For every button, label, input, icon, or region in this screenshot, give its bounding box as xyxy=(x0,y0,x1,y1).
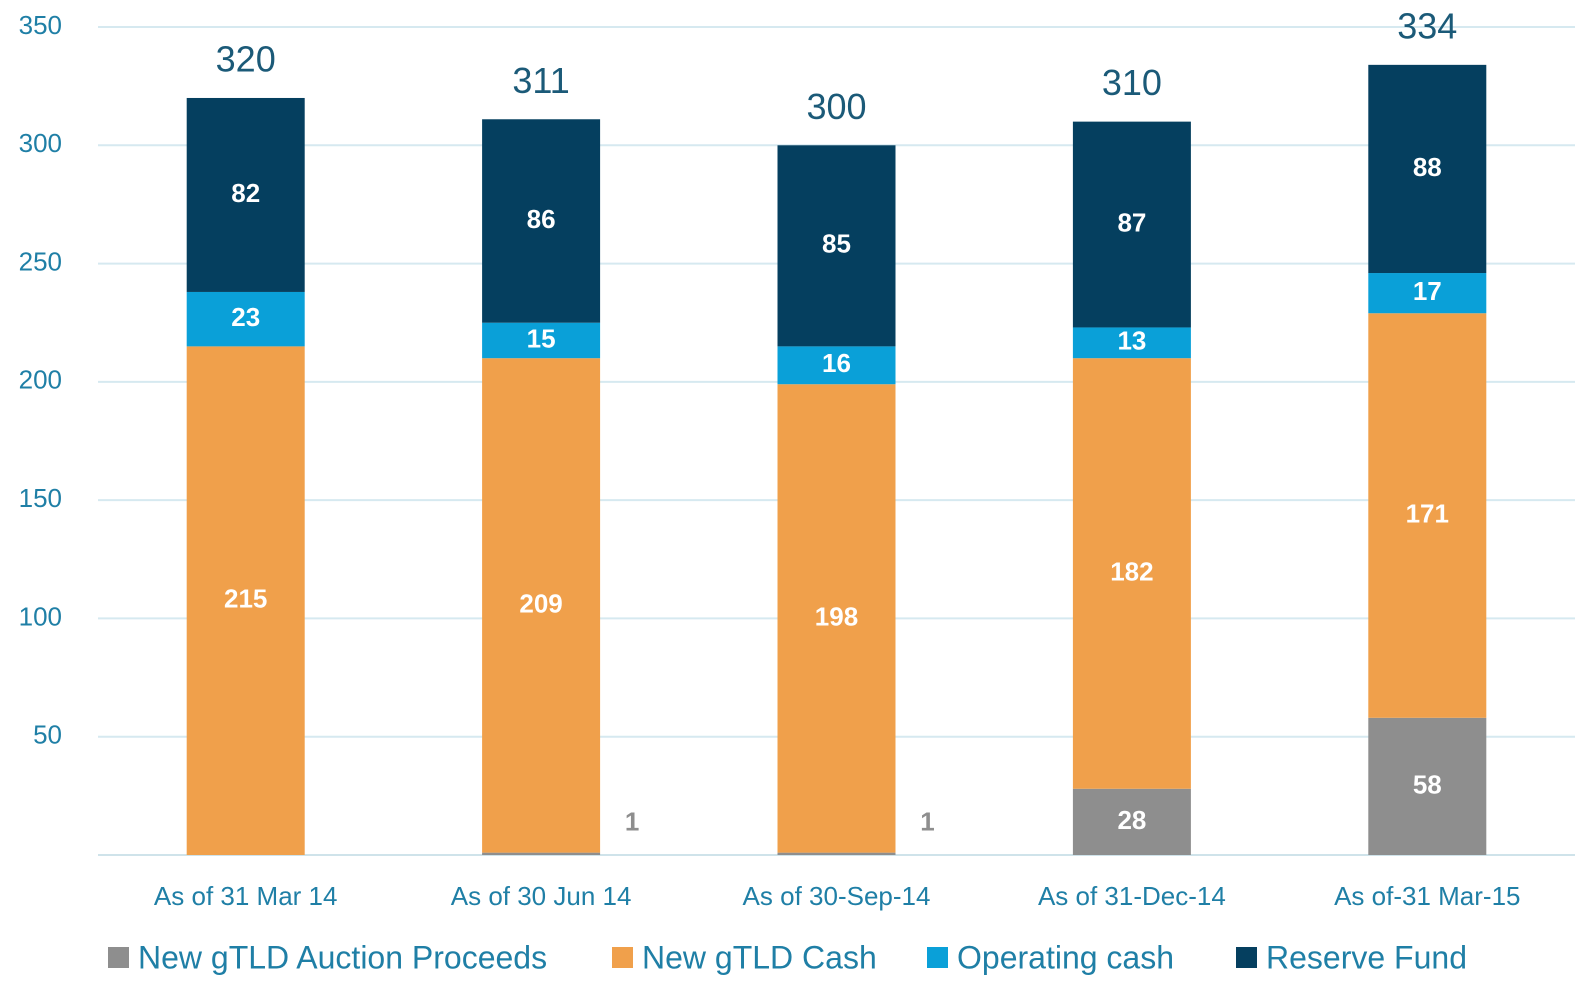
bar-segment xyxy=(1368,717,1487,855)
total-label: 310 xyxy=(1102,62,1162,103)
bar-segment xyxy=(186,97,305,292)
x-tick-label: As of 31 Mar 14 xyxy=(154,881,338,911)
bar-segment xyxy=(777,852,896,855)
bar-segment xyxy=(777,384,896,853)
data-label: 182 xyxy=(1110,556,1153,586)
y-tick-label: 100 xyxy=(19,601,62,631)
total-label: 311 xyxy=(512,60,569,101)
legend-label: Reserve Fund xyxy=(1266,939,1467,975)
x-tick-label: As of-31 Mar-15 xyxy=(1334,881,1520,911)
bar-segment xyxy=(1072,327,1191,359)
y-tick-label: 150 xyxy=(19,483,62,513)
legend-label: Operating cash xyxy=(957,939,1174,975)
bar-segment xyxy=(1072,788,1191,855)
bar-segment xyxy=(186,291,305,347)
y-tick-label: 250 xyxy=(19,246,62,276)
data-label: 86 xyxy=(527,204,556,234)
data-label: 1 xyxy=(625,807,639,837)
bar-segment xyxy=(482,852,601,855)
data-label: 198 xyxy=(815,601,858,631)
data-label: 87 xyxy=(1117,207,1146,237)
data-label: 16 xyxy=(822,348,851,378)
data-label: 58 xyxy=(1413,769,1442,799)
x-tick-label: As of 30-Sep-14 xyxy=(743,881,931,911)
legend-label: New gTLD Auction Proceeds xyxy=(138,939,547,975)
x-tick-label: As of 31-Dec-14 xyxy=(1038,881,1226,911)
bar-segment xyxy=(482,358,601,853)
y-tick-label: 200 xyxy=(19,365,62,395)
legend-label: New gTLD Cash xyxy=(642,939,877,975)
bar-segment xyxy=(1072,358,1191,789)
data-label: 1 xyxy=(920,807,934,837)
bar-segment xyxy=(482,322,601,359)
data-label: 15 xyxy=(527,323,556,353)
bar-segment xyxy=(186,346,305,855)
data-label: 215 xyxy=(224,584,267,614)
total-label: 320 xyxy=(216,38,276,79)
data-label: 28 xyxy=(1117,805,1146,835)
data-label: 85 xyxy=(822,229,851,259)
data-label: 171 xyxy=(1406,498,1449,528)
bar-segment xyxy=(1368,64,1487,274)
bar-segment xyxy=(1072,121,1191,328)
bar-segment xyxy=(777,346,896,385)
data-label: 13 xyxy=(1117,326,1146,356)
bar-segment xyxy=(1368,313,1487,718)
bar-segment xyxy=(777,145,896,347)
data-label: 17 xyxy=(1413,276,1442,306)
y-tick-label: 300 xyxy=(19,128,62,158)
y-tick-label: 350 xyxy=(19,10,62,40)
total-label: 334 xyxy=(1397,5,1457,46)
legend-swatch xyxy=(612,947,633,968)
legend-swatch xyxy=(108,947,129,968)
y-tick-label: 50 xyxy=(33,720,62,750)
data-label: 88 xyxy=(1413,152,1442,182)
bar-segment xyxy=(482,119,601,323)
legend-swatch xyxy=(1236,947,1257,968)
total-label: 300 xyxy=(806,86,866,127)
legend-swatch xyxy=(927,947,948,968)
data-label: 23 xyxy=(231,302,260,332)
bar-segment xyxy=(1368,273,1487,314)
x-tick-label: As of 30 Jun 14 xyxy=(451,881,632,911)
data-label: 82 xyxy=(231,178,260,208)
data-label: 209 xyxy=(519,588,562,618)
